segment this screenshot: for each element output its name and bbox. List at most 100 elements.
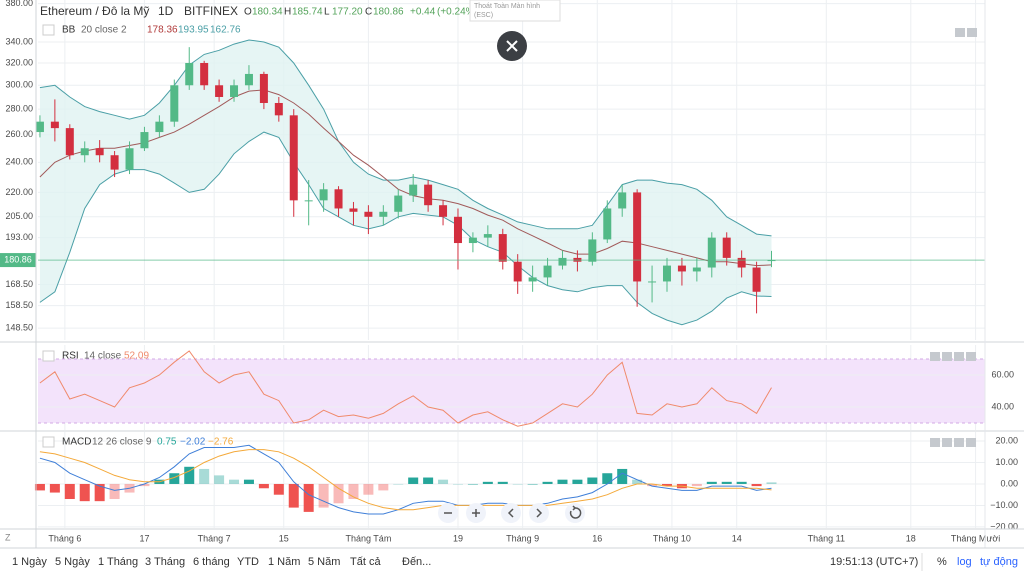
candle-body <box>543 265 552 278</box>
indicator-params: 12 26 close 9 <box>92 437 152 448</box>
rsi-band <box>38 358 985 423</box>
candle-body <box>289 115 298 201</box>
scale-option[interactable]: log <box>957 556 972 568</box>
interval: 1D <box>158 4 174 18</box>
histogram-bar <box>229 479 240 484</box>
histogram-bar <box>64 483 75 500</box>
candle-body <box>35 121 44 133</box>
candle-body <box>692 267 701 272</box>
y-tick-label: 220.00 <box>5 187 33 197</box>
y-tick-label: 320.00 <box>5 57 33 67</box>
histogram-bar <box>378 483 389 491</box>
candle-body <box>50 121 59 129</box>
histogram-bar <box>647 483 658 487</box>
range-button[interactable]: 5 Ngày <box>55 556 90 568</box>
x-tick-label: 16 <box>592 533 602 543</box>
x-tick-label: 14 <box>732 533 742 543</box>
y-tick-label: −10.00 <box>990 500 1018 510</box>
indicator-value: 52.09 <box>124 351 149 362</box>
histogram-bar <box>79 483 90 502</box>
y-tick-label: 380.00 <box>5 0 33 8</box>
y-tick-label: 260.00 <box>5 129 33 139</box>
y-tick-label: 60.00 <box>991 369 1014 379</box>
ohlc-value: 177.20 <box>332 7 363 18</box>
zoom-controls[interactable] <box>438 503 585 523</box>
candle-body <box>170 85 179 122</box>
scale-option[interactable]: tự động <box>980 556 1018 568</box>
range-button[interactable]: 6 tháng <box>193 556 230 568</box>
indicator-value: 178.36 <box>147 25 178 36</box>
histogram-bar <box>587 477 598 484</box>
candle-body <box>394 195 403 212</box>
histogram-bar <box>318 483 329 508</box>
candle-body <box>603 208 612 240</box>
range-button[interactable]: 5 Năm <box>308 556 340 568</box>
collapse-toggle[interactable] <box>42 24 55 36</box>
candle-body <box>633 192 642 282</box>
indicator-value: 0.75 <box>157 437 177 448</box>
candle-body <box>304 200 313 202</box>
histogram-bar <box>94 483 105 502</box>
candle-body <box>95 148 104 156</box>
range-button[interactable]: Tất cả <box>350 556 381 568</box>
y-tick-label: 20.00 <box>995 435 1018 445</box>
range-button[interactable]: YTD <box>237 556 259 568</box>
histogram-bar <box>49 483 60 493</box>
candle-body <box>662 265 671 282</box>
symbol: Ethereum / Đô la Mỹ <box>40 4 149 18</box>
candle-body <box>737 257 746 268</box>
y-tick-label: 148.50 <box>5 323 33 333</box>
histogram-bar <box>766 482 777 484</box>
candle-body <box>349 208 358 212</box>
range-button[interactable]: 1 Năm <box>268 556 300 568</box>
histogram-bar <box>557 479 568 484</box>
y-tick-label: 0.00 <box>1000 478 1018 488</box>
pane-icons[interactable] <box>930 28 977 447</box>
y-tick-label: 10.00 <box>995 457 1018 467</box>
x-tick-label: Tháng 10 <box>653 533 691 543</box>
histogram-bar <box>423 477 434 484</box>
histogram-bar <box>542 481 553 484</box>
range-button[interactable]: 1 Ngày <box>12 556 47 568</box>
ohlc-value: 185.74 <box>292 7 323 18</box>
candle-body <box>125 148 134 170</box>
y-tick-label: 168.50 <box>5 279 33 289</box>
candle-body <box>65 128 74 156</box>
histogram-bar <box>214 475 225 484</box>
histogram-bar <box>482 481 493 484</box>
collapse-toggle[interactable] <box>42 350 55 362</box>
ohlc-value: 180.34 <box>252 7 283 18</box>
indicator-value: −2.02 <box>180 437 206 448</box>
histogram-bar <box>691 483 702 487</box>
corner-label[interactable]: Z <box>5 532 11 542</box>
candle-body <box>244 73 253 86</box>
close-fullscreen-button[interactable] <box>497 31 527 61</box>
candle-body <box>319 189 328 201</box>
exchange: BITFINEX <box>184 4 238 18</box>
candle-body <box>409 184 418 196</box>
goto-date[interactable]: Đến... <box>402 556 431 568</box>
histogram-bar <box>512 483 523 485</box>
candle-body <box>677 265 686 272</box>
candle-body <box>424 184 433 206</box>
candle-body <box>618 192 627 209</box>
bb-basis <box>39 89 772 267</box>
tooltip-title: Thoát Toàn Màn hình <box>474 3 540 10</box>
histogram-bar <box>452 483 463 485</box>
histogram-bar <box>751 483 762 487</box>
range-button[interactable]: 3 Tháng <box>145 556 185 568</box>
collapse-toggle[interactable] <box>42 436 55 448</box>
indicator-value: 162.76 <box>210 25 241 36</box>
y-tick-label: 40.00 <box>991 401 1014 411</box>
histogram-bar <box>34 483 45 491</box>
histogram-bar <box>572 479 583 484</box>
histogram-bar <box>243 479 254 484</box>
bb-upper <box>39 39 772 237</box>
histogram-bar <box>109 483 120 500</box>
histogram-bar <box>169 473 180 484</box>
histogram-bar <box>273 483 284 495</box>
range-button[interactable]: 1 Tháng <box>98 556 138 568</box>
last-price-tag <box>0 253 36 268</box>
scale-option[interactable]: % <box>937 556 947 568</box>
